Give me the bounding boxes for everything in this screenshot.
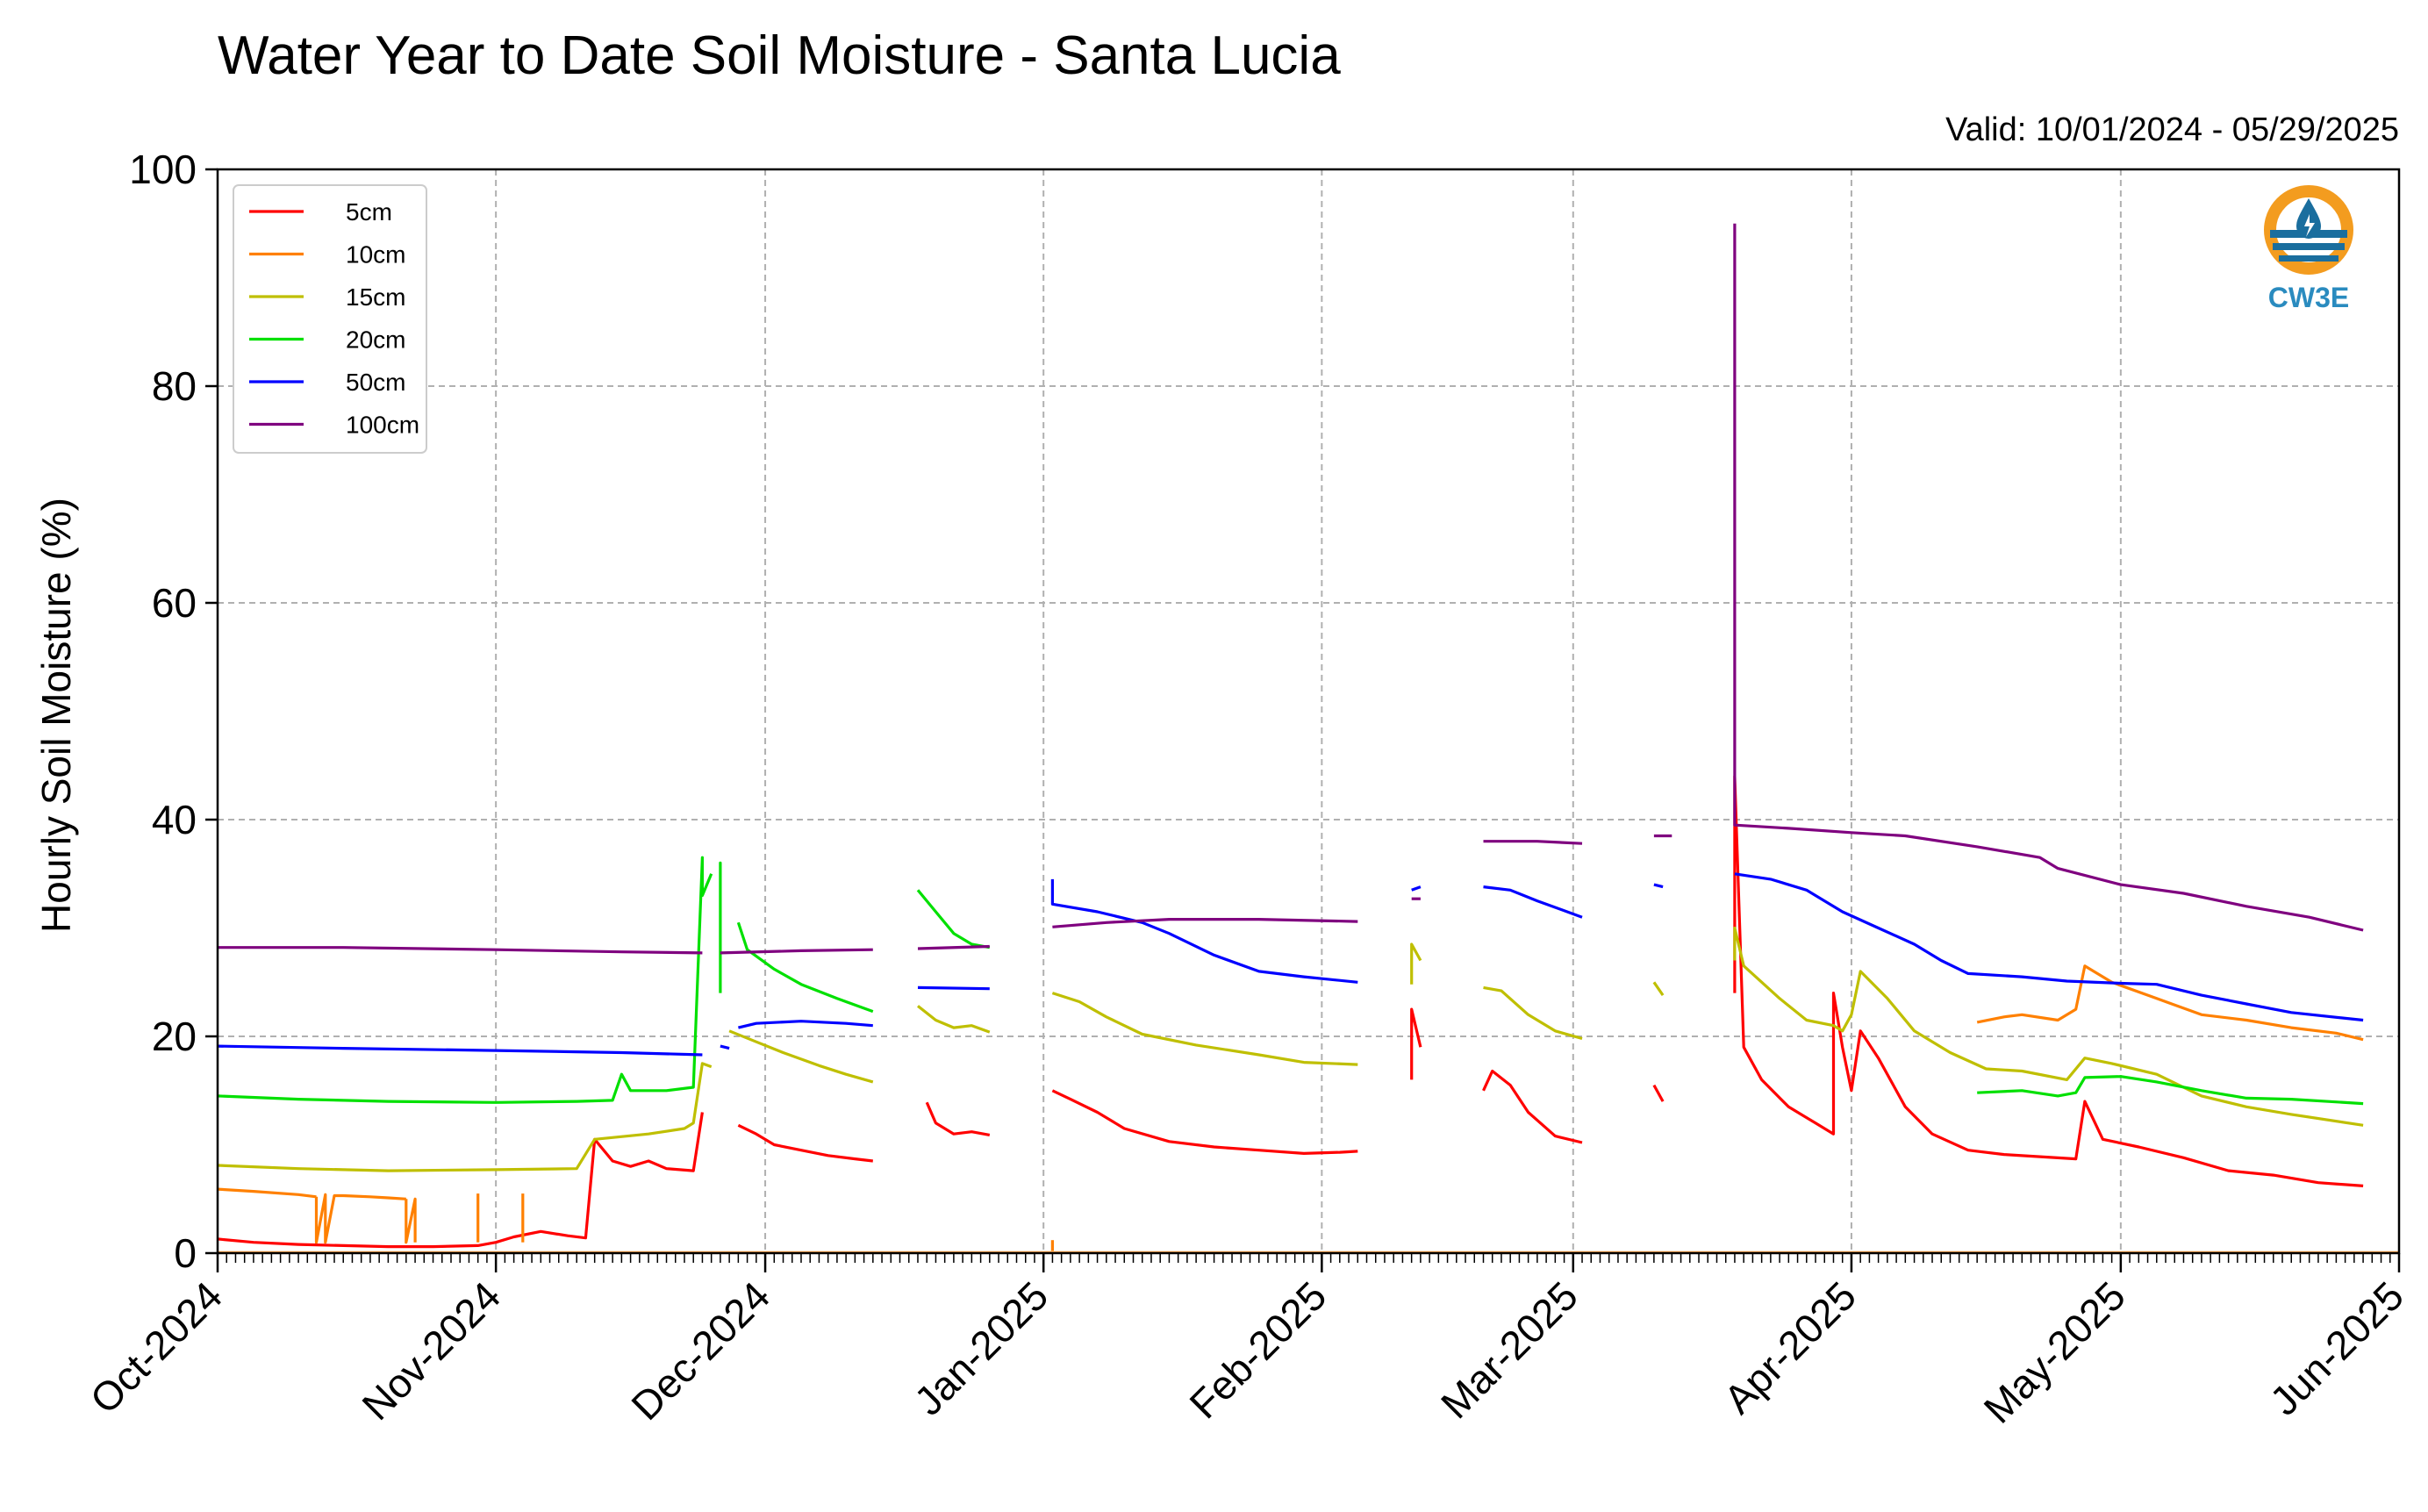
y-tick-label: 80: [152, 363, 197, 409]
series-line-15cm: [217, 1062, 713, 1172]
series-line-50cm: [738, 1020, 873, 1029]
series-line-15cm: [1483, 985, 1583, 1041]
x-tick-label: Feb-2025: [1180, 1272, 1335, 1427]
cw3e-logo: CW3E: [2264, 185, 2353, 313]
series-line-15cm: [1051, 992, 1358, 1066]
series-line-5cm: [925, 1101, 991, 1136]
series-line-50cm: [1050, 878, 1358, 984]
logo-text: CW3E: [2268, 282, 2349, 313]
series-line-10cm: [217, 1187, 317, 1199]
series-line-50cm: [720, 1044, 730, 1050]
series-15cm: [217, 926, 2364, 1172]
chart-subtitle-valid-range: Valid: 10/01/2024 - 05/29/2025: [1945, 111, 2399, 148]
series-line-5cm: [1410, 1007, 1422, 1080]
grid-lines: [218, 169, 2399, 1253]
series-line-15cm: [1652, 981, 1665, 997]
series-20cm: [217, 856, 2364, 1106]
x-tick-label: Apr-2025: [1715, 1272, 1865, 1422]
series-line-15cm: [1410, 942, 1422, 985]
y-tick-label: 60: [152, 580, 197, 626]
series-line-20cm: [217, 856, 713, 1104]
series-line-5cm: [1051, 1089, 1358, 1156]
series-line-20cm: [736, 921, 874, 1014]
series-line-100cm: [1483, 840, 1583, 845]
x-tick-label: Nov-2024: [353, 1272, 509, 1429]
series-line-15cm: [917, 1005, 991, 1034]
series-line-5cm: [1733, 774, 2364, 1187]
plot-frame: [216, 168, 2401, 1255]
legend-label: 15cm: [346, 283, 405, 311]
series-line-100cm: [720, 948, 873, 955]
y-tick-label: 100: [129, 147, 197, 192]
series-line-50cm: [1734, 872, 2364, 1022]
series-line-10cm: [405, 1197, 417, 1244]
water-drop-logo-icon: [2264, 185, 2353, 275]
series-line-50cm: [217, 1044, 703, 1057]
x-tick-label: Oct-2024: [82, 1272, 232, 1422]
series-line-100cm: [917, 944, 990, 950]
series-5cm: [217, 774, 2364, 1249]
series-line-10cm: [314, 1193, 406, 1244]
series-line-20cm: [916, 889, 991, 949]
series-line-15cm: [728, 1029, 874, 1084]
series-line-100cm: [1733, 223, 2364, 932]
series-100cm: [218, 223, 2364, 955]
y-axis-label: Hourly Soil Moisture (%): [33, 498, 79, 933]
x-tick-label: May-2025: [1975, 1272, 2134, 1431]
series-10cm: [217, 964, 2364, 1251]
legend-label: 20cm: [346, 326, 405, 354]
legend-label: 100cm: [346, 412, 419, 439]
legend-label: 50cm: [346, 369, 405, 396]
series-line-5cm: [1652, 1084, 1665, 1102]
legend-label: 10cm: [346, 241, 405, 269]
y-tick-label: 20: [152, 1014, 197, 1059]
series-line-50cm: [1483, 885, 1583, 919]
legend-label: 5cm: [346, 198, 392, 226]
series-line-100cm: [1052, 917, 1358, 928]
series-line-100cm: [218, 946, 703, 955]
x-tick-label: Mar-2025: [1432, 1272, 1586, 1427]
series-line-50cm: [917, 985, 990, 991]
legend: 5cm 10cm 15cm 20cm 50cm 100cm: [233, 184, 427, 454]
x-tick-label: Jun-2025: [2261, 1272, 2412, 1423]
series-line-5cm: [217, 1112, 704, 1249]
series-line-5cm: [737, 1123, 873, 1163]
series-line-20cm: [1977, 1075, 2364, 1106]
y-tick-label: 40: [152, 797, 197, 842]
series-line-50cm: [1653, 883, 1664, 889]
series-50cm: [217, 872, 2364, 1057]
y-tick-label: 0: [174, 1230, 197, 1276]
legend-box: [233, 184, 427, 454]
series-lines: [217, 223, 2399, 1253]
x-tick-label: Jan-2025: [906, 1272, 1056, 1423]
chart-title: Water Year to Date Soil Moisture - Santa…: [218, 25, 1341, 86]
series-line-5cm: [1482, 1069, 1583, 1144]
x-tick-label: Dec-2024: [622, 1272, 778, 1429]
y-ticks: 0 20 40 60 80 100: [129, 147, 218, 1276]
series-line-50cm: [1411, 885, 1422, 892]
x-ticks: Oct-2024 Nov-2024 Dec-2024 Jan-2025 Feb-2025…: [82, 1253, 2412, 1432]
